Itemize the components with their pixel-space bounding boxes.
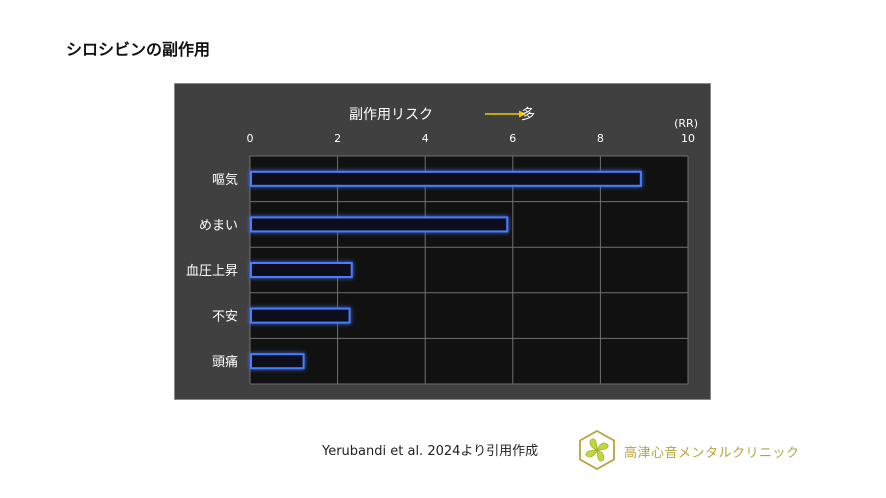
category-label: 頭痛: [212, 354, 238, 370]
x-tick-label: 0: [247, 132, 254, 145]
bar-1: [250, 216, 509, 233]
category-label: 嘔気: [212, 172, 238, 188]
bar-4: [250, 353, 305, 370]
x-tick-label: 4: [422, 132, 429, 145]
citation-text: Yerubandi et al. 2024より引用作成: [322, 444, 539, 459]
x-tick-label: 2: [334, 132, 341, 145]
bar-3: [250, 307, 351, 324]
clover-icon: [579, 430, 615, 470]
x-tick-label: 8: [597, 132, 604, 145]
arrow-icon: [485, 110, 526, 118]
page-title: シロシビンの副作用: [66, 40, 211, 59]
unit-label: (RR): [674, 117, 698, 130]
chart-panel: 0 2 4 6 8 10 嘔気めまい血圧上昇不安頭痛 副作用リスク 多 (RR): [174, 83, 711, 400]
bar-2: [250, 262, 353, 278]
chart-title: 副作用リスク: [349, 107, 433, 123]
x-tick-label: 10: [681, 132, 695, 145]
clinic-name: 高津心音メンタルクリニック: [624, 446, 800, 461]
category-label: 血圧上昇: [186, 264, 238, 279]
chart-title-arrow-label: 多: [521, 106, 535, 123]
x-tick-label: 6: [509, 132, 516, 145]
category-label: 不安: [212, 310, 238, 325]
category-label: めまい: [199, 218, 238, 233]
bar-0: [250, 170, 642, 187]
